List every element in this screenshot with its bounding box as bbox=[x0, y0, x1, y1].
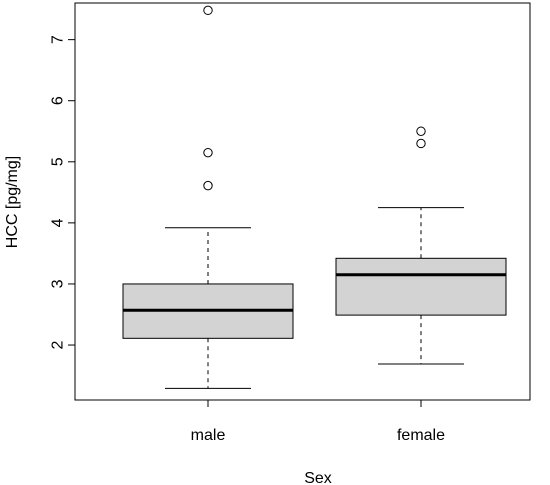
boxes bbox=[122, 5, 507, 389]
outlier-point bbox=[203, 147, 213, 158]
x-tick-label: female bbox=[397, 427, 445, 444]
outlier-point bbox=[416, 126, 426, 136]
plot-frame bbox=[74, 2, 531, 401]
box-group-male bbox=[122, 5, 294, 389]
outlier-point bbox=[416, 138, 426, 149]
y-tick-label: 5 bbox=[50, 157, 67, 166]
outlier-point bbox=[203, 180, 213, 191]
x-axis: male female bbox=[191, 399, 445, 444]
x-tick-label: male bbox=[191, 427, 226, 444]
iqr-box bbox=[335, 257, 507, 316]
y-tick-label: 7 bbox=[50, 35, 67, 44]
x-axis-title: Sex bbox=[304, 470, 332, 485]
y-axis-title: HCC [pg/mg] bbox=[4, 156, 21, 248]
y-tick-label: 6 bbox=[50, 96, 67, 105]
y-axis: 2 3 4 5 6 7 bbox=[50, 35, 76, 349]
y-tick-label: 3 bbox=[50, 279, 67, 288]
y-tick-label: 2 bbox=[50, 340, 67, 349]
outlier-point bbox=[203, 5, 213, 16]
box-group-female bbox=[335, 126, 507, 365]
y-tick-label: 4 bbox=[50, 218, 67, 227]
